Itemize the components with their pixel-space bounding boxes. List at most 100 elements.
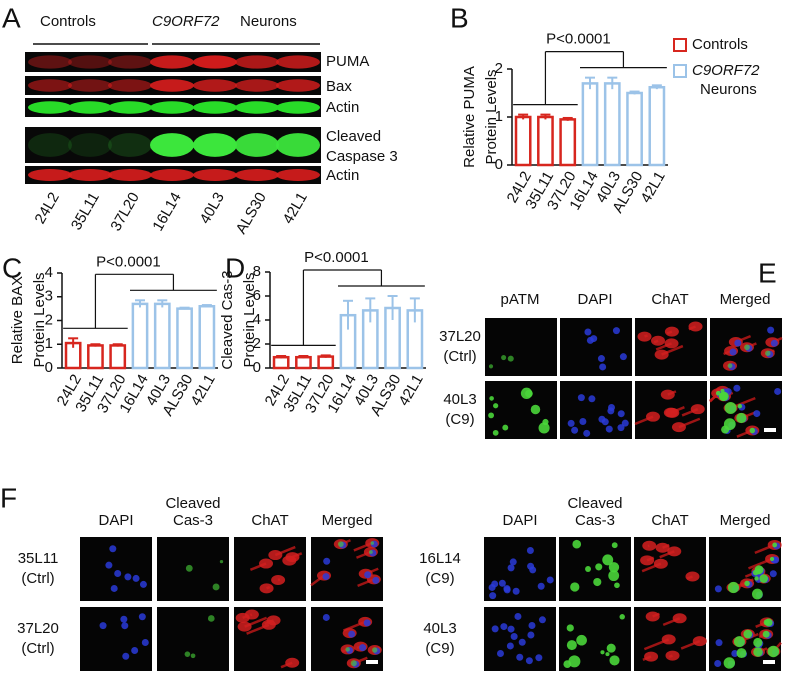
error-bar [607, 76, 618, 90]
blot-band [28, 55, 72, 69]
green-signal [751, 588, 763, 600]
blot-band [108, 55, 152, 69]
blot-band [68, 55, 112, 69]
green-signal [350, 660, 357, 667]
blot-label: Caspase 3 [326, 148, 398, 165]
nucleus [109, 545, 117, 553]
cell-body [645, 611, 660, 622]
error-bar [629, 90, 640, 95]
legend-label: C9ORF72 [692, 62, 760, 79]
green-signal [568, 655, 581, 668]
nucleus [525, 657, 533, 665]
column-header: Merged [322, 512, 373, 529]
error-bar [320, 354, 331, 358]
green-signal [752, 569, 759, 576]
cell-body [655, 542, 670, 553]
y-axis-label: Protein Levels [241, 272, 258, 367]
error-bar [112, 343, 123, 347]
nucleus [141, 638, 149, 646]
column-header: Merged [720, 291, 771, 308]
nucleus [733, 384, 741, 392]
blot-band [150, 169, 194, 181]
green-signal [212, 583, 220, 591]
nucleus [131, 647, 139, 655]
cell-body [653, 558, 668, 569]
nucleus [363, 619, 371, 627]
cell-body [640, 555, 655, 566]
scale-bar [764, 428, 776, 432]
blot-band [108, 101, 152, 114]
nucleus [122, 652, 130, 660]
y-axis-label: Relative BAX [9, 276, 26, 364]
cell-body [664, 326, 679, 337]
column-header: Merged [720, 512, 771, 529]
y-tick-label: 8 [253, 263, 261, 280]
blot-band [193, 133, 237, 157]
column-header: Cas-3 [173, 512, 213, 529]
bar [295, 355, 312, 370]
nucleus [489, 592, 497, 600]
green-signal [736, 412, 747, 424]
significance-label: P<0.0001 [304, 249, 369, 266]
green-signal [737, 403, 743, 409]
row-label: 37L20 [17, 620, 59, 637]
error-bar [540, 113, 551, 120]
green-signal [488, 364, 494, 369]
green-signal [765, 350, 771, 356]
nucleus [359, 644, 367, 652]
panel-letter: B [450, 2, 469, 33]
column-header: Cleaved [165, 495, 220, 512]
column-header: ChAT [651, 512, 688, 529]
nucleus [608, 403, 616, 411]
cell-body [665, 650, 680, 661]
nucleus [503, 586, 511, 594]
row-label: (Ctrl) [21, 640, 54, 657]
nucleus [729, 348, 737, 356]
cell-body [271, 574, 286, 585]
row-label: (Ctrl) [21, 570, 54, 587]
green-signal [759, 574, 769, 583]
panel-letter: C [2, 252, 22, 283]
blot-band [276, 79, 320, 92]
lane-label: ALS30 [233, 189, 270, 237]
green-signal [769, 556, 775, 562]
nucleus [120, 615, 128, 623]
nucleus [538, 616, 546, 624]
nucleus [753, 410, 761, 418]
green-signal [576, 634, 587, 646]
nucleus [583, 429, 591, 437]
blot-band [235, 55, 279, 69]
nucleus [599, 363, 607, 371]
green-signal [762, 630, 770, 638]
blot-band [108, 133, 152, 157]
green-signal [372, 647, 378, 653]
nucleus [770, 339, 778, 347]
row-label: (C9) [425, 640, 454, 657]
error-bar [562, 116, 573, 121]
green-signal [753, 637, 763, 648]
blot-band [276, 169, 320, 181]
blot-band [235, 101, 279, 114]
blot-band [68, 169, 112, 181]
nucleus [597, 355, 605, 363]
nucleus [767, 326, 775, 334]
bar [153, 302, 171, 370]
panel-letter: E [758, 257, 777, 288]
nucleus [567, 419, 575, 427]
bar [626, 91, 643, 167]
blot-band [108, 79, 152, 92]
green-signal [744, 344, 750, 351]
green-signal [744, 580, 750, 587]
nucleus [491, 580, 499, 588]
green-signal [585, 566, 592, 572]
cell-body [268, 550, 283, 561]
nucleus [132, 574, 140, 582]
cell-body [282, 555, 297, 566]
cell-body [664, 338, 679, 349]
green-signal [611, 542, 618, 549]
error-bar [365, 297, 376, 323]
x-tick-label: 42L1 [187, 371, 218, 408]
nucleus [734, 339, 742, 347]
group-label: Controls [40, 13, 96, 30]
green-signal [718, 392, 728, 402]
